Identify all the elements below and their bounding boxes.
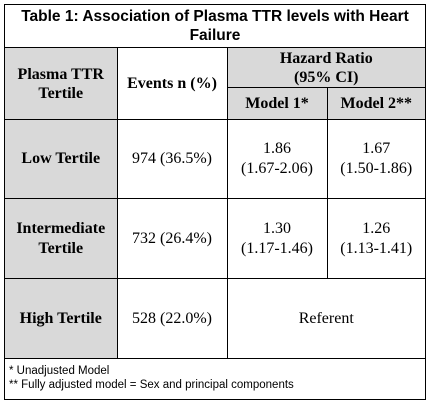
row-model2-low: 1.67 (1.50-1.86) <box>326 119 425 199</box>
footnote-model2: ** Fully adjusted model = Sex and princi… <box>9 379 294 391</box>
row-model1-low: 1.86 (1.67-2.06) <box>226 119 328 199</box>
confidence-interval: (1.17-1.46) <box>241 239 313 257</box>
row-tertile-intermediate-label: Intermediate Tertile <box>16 219 106 257</box>
row-tertile-low: Low Tertile <box>5 119 118 199</box>
row-events-low: 974 (36.5%) <box>116 119 228 199</box>
hazard-ratio-value: 1.67 <box>362 140 391 157</box>
row-referent: Referent <box>226 278 425 359</box>
header-events: Events n (%) <box>116 47 228 120</box>
confidence-interval: (1.50-1.86) <box>340 160 413 177</box>
header-hazard-ratio-ci: (95% CI) <box>294 68 359 86</box>
hazard-ratio-value: 1.30 <box>263 219 291 237</box>
confidence-interval: (1.67-2.06) <box>241 160 313 177</box>
table-row: Low Tertile 974 (36.5%) 1.86 (1.67-2.06)… <box>5 119 425 199</box>
row-model1-intermediate: 1.30 (1.17-1.46) <box>226 198 328 279</box>
table-title: Table 1: Association of Plasma TTR level… <box>21 8 409 44</box>
footnote-model1: * Unadjusted Model <box>9 365 110 377</box>
footnotes: * Unadjusted Model ** Fully adjusted mod… <box>5 359 425 392</box>
table-row: High Tertile 528 (22.0%) Referent <box>5 278 425 359</box>
hazard-ratio-value: 1.26 <box>362 219 391 237</box>
row-tertile-high: High Tertile <box>5 278 118 359</box>
table-container: Table 1: Association of Plasma TTR level… <box>4 4 426 400</box>
row-model2-intermediate: 1.26 (1.13-1.41) <box>326 198 425 279</box>
row-tertile-intermediate: Intermediate Tertile <box>5 198 118 279</box>
data-table: Plasma TTR Tertile Events n (%) Hazard R… <box>5 47 425 359</box>
header-model1: Model 1* <box>227 87 328 120</box>
table-row: Intermediate Tertile 732 (26.4%) 1.30 (1… <box>5 198 425 279</box>
hazard-ratio-value: 1.86 <box>263 140 291 157</box>
header-hazard-ratio-label: Hazard Ratio <box>279 49 373 67</box>
header-model2: Model 2** <box>326 87 425 120</box>
row-events-intermediate: 732 (26.4%) <box>116 198 228 279</box>
confidence-interval: (1.13-1.41) <box>340 239 413 257</box>
header-tertile: Plasma TTR Tertile <box>5 47 118 120</box>
header-events-label: Events n (%) <box>127 74 217 92</box>
header-tertile-label: Plasma TTR Tertile <box>17 65 104 102</box>
row-events-high: 528 (22.0%) <box>116 278 228 359</box>
header-hazard-ratio: Hazard Ratio (95% CI) <box>226 47 425 88</box>
